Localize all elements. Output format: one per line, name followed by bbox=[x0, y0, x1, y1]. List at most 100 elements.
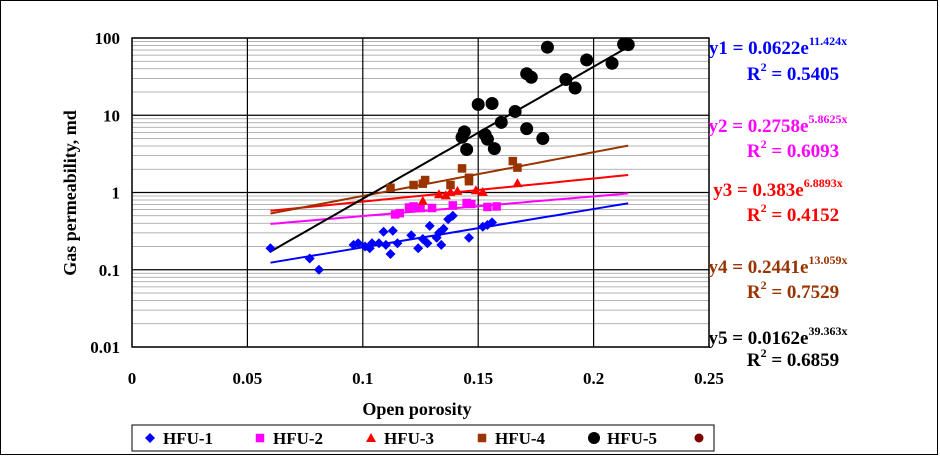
data-point-hfu-5 bbox=[559, 73, 573, 87]
data-point-hfu-2 bbox=[483, 202, 492, 212]
r-squared-label: R bbox=[747, 64, 761, 85]
data-point-hfu-4 bbox=[464, 176, 474, 186]
data-points bbox=[265, 37, 635, 275]
data-point-hfu-2 bbox=[492, 202, 501, 211]
legend-label-hfu-1: HFU-1 bbox=[163, 429, 213, 448]
trend-equation-2: y2 = 0.2758e5.8625x bbox=[708, 112, 847, 137]
data-point-hfu-2 bbox=[427, 203, 437, 213]
equation-exponent: 13.059x bbox=[809, 253, 848, 267]
legend-label-hfu-5: HFU-5 bbox=[607, 429, 657, 448]
trend-equation-1: y1 = 0.0622e11.424x bbox=[709, 34, 847, 59]
data-point-hfu-1 bbox=[487, 217, 498, 228]
data-point-hfu-2 bbox=[404, 203, 414, 212]
legend-marker-hfu-5 bbox=[588, 432, 600, 444]
equation-exponent: 11.424x bbox=[809, 34, 847, 48]
data-point-hfu-1 bbox=[265, 243, 276, 254]
r-squared-exponent: 2 bbox=[761, 137, 767, 151]
r-squared-label: R bbox=[747, 205, 761, 226]
data-point-hfu-2 bbox=[467, 199, 476, 209]
data-point-hfu-5 bbox=[540, 40, 554, 54]
data-point-hfu-1 bbox=[313, 264, 324, 275]
data-point-hfu-1 bbox=[367, 238, 378, 249]
x-tick-label: 0 bbox=[128, 369, 137, 388]
x-tick-label: 0.1 bbox=[352, 369, 373, 388]
data-point-hfu-4 bbox=[457, 164, 467, 173]
axes: 0 0.05 0.1 0.15 0.2 0.25 0.01 0.1 1 10 100 bbox=[90, 29, 724, 388]
y-tick-label: 0.01 bbox=[90, 338, 120, 357]
data-point-hfu-3 bbox=[417, 195, 428, 205]
data-point-hfu-2 bbox=[395, 208, 404, 218]
data-point-hfu-1 bbox=[422, 238, 433, 249]
trend-lines bbox=[270, 46, 629, 264]
data-point-hfu-5 bbox=[487, 142, 501, 156]
data-point-hfu-1 bbox=[438, 223, 449, 234]
r-squared-label: R bbox=[747, 141, 761, 162]
trend-equation-5: y5 = 0.0162e39.363x bbox=[708, 324, 847, 349]
legend: HFU-1 HFU-2 HFU-3 HFU-4 HFU-5 bbox=[131, 424, 715, 452]
data-point-hfu-5 bbox=[494, 115, 508, 129]
r-squared-exponent: 2 bbox=[761, 201, 767, 215]
data-point-hfu-3 bbox=[440, 190, 451, 200]
r-squared-value: = 0.4152 bbox=[767, 205, 840, 226]
r-squared-exponent: 2 bbox=[761, 346, 767, 360]
y-tick-label: 10 bbox=[103, 106, 120, 125]
r-squared-label: R bbox=[747, 282, 761, 303]
data-point-hfu-5 bbox=[524, 70, 538, 84]
equation-exponent: 39.363x bbox=[809, 324, 848, 338]
equation-base: y3 = 0.383e bbox=[713, 180, 804, 201]
equation-exponent: 6.8893x bbox=[804, 176, 843, 190]
equation-base: y1 = 0.0622e bbox=[709, 38, 809, 59]
y-tick-label: 0.1 bbox=[99, 261, 120, 280]
data-point-hfu-3 bbox=[433, 189, 444, 199]
data-point-hfu-4 bbox=[508, 156, 518, 166]
trend-equation-3: y3 = 0.383e6.8893x bbox=[713, 176, 843, 201]
data-point-hfu-5 bbox=[460, 143, 474, 157]
x-tick-label: 0.15 bbox=[463, 369, 493, 388]
r-squared-3: R2 = 0.4152 bbox=[747, 201, 839, 226]
data-point-hfu-1 bbox=[380, 239, 391, 250]
data-point-hfu-5 bbox=[520, 122, 534, 136]
data-point-hfu-3 bbox=[445, 186, 456, 196]
data-point-hfu-5 bbox=[485, 96, 499, 110]
y-tick-label: 1 bbox=[112, 184, 121, 203]
r-squared-value: = 0.6093 bbox=[767, 141, 840, 162]
data-point-hfu-2 bbox=[416, 203, 425, 213]
r-squared-1: R2 = 0.5405 bbox=[747, 60, 839, 85]
data-point-hfu-3 bbox=[452, 185, 463, 195]
data-point-hfu-4 bbox=[420, 175, 430, 185]
data-point-hfu-5 bbox=[536, 132, 550, 146]
legend-label-hfu-3: HFU-3 bbox=[384, 429, 434, 448]
r-squared-value: = 0.6859 bbox=[767, 350, 840, 371]
x-tick-label: 0.2 bbox=[583, 369, 604, 388]
data-point-hfu-4 bbox=[446, 180, 455, 190]
data-point-hfu-5 bbox=[471, 97, 485, 111]
r-squared-value: = 0.5405 bbox=[767, 64, 840, 85]
data-point-hfu-1 bbox=[406, 230, 417, 241]
data-point-hfu-1 bbox=[387, 225, 398, 236]
r-squared-label: R bbox=[747, 350, 761, 371]
x-tick-label: 0.05 bbox=[233, 369, 263, 388]
equation-base: y4 = 0.2441e bbox=[708, 257, 808, 278]
data-point-hfu-1 bbox=[424, 220, 435, 231]
legend-label-hfu-4: HFU-4 bbox=[495, 429, 546, 448]
data-point-hfu-5 bbox=[580, 53, 594, 67]
trend-line-hfu-4 bbox=[270, 144, 629, 215]
equation-base: y2 = 0.2758e bbox=[708, 116, 808, 137]
legend-marker-hfu-4 bbox=[477, 433, 487, 443]
trend-equation-4: y4 = 0.2441e13.059x bbox=[708, 253, 847, 278]
x-tick-label: 0.25 bbox=[694, 369, 724, 388]
data-point-hfu-5 bbox=[480, 132, 494, 146]
data-point-hfu-4 bbox=[386, 183, 395, 193]
data-point-hfu-1 bbox=[304, 253, 315, 264]
data-point-hfu-1 bbox=[447, 210, 458, 221]
data-point-hfu-2 bbox=[409, 202, 418, 211]
data-point-hfu-1 bbox=[392, 238, 403, 249]
data-point-hfu-5 bbox=[508, 104, 522, 118]
data-point-hfu-2 bbox=[390, 210, 400, 219]
equation-base: y5 = 0.0162e bbox=[708, 328, 808, 349]
data-point-hfu-1 bbox=[436, 239, 447, 250]
data-point-hfu-5 bbox=[605, 56, 619, 70]
data-point-hfu-1 bbox=[378, 226, 389, 237]
